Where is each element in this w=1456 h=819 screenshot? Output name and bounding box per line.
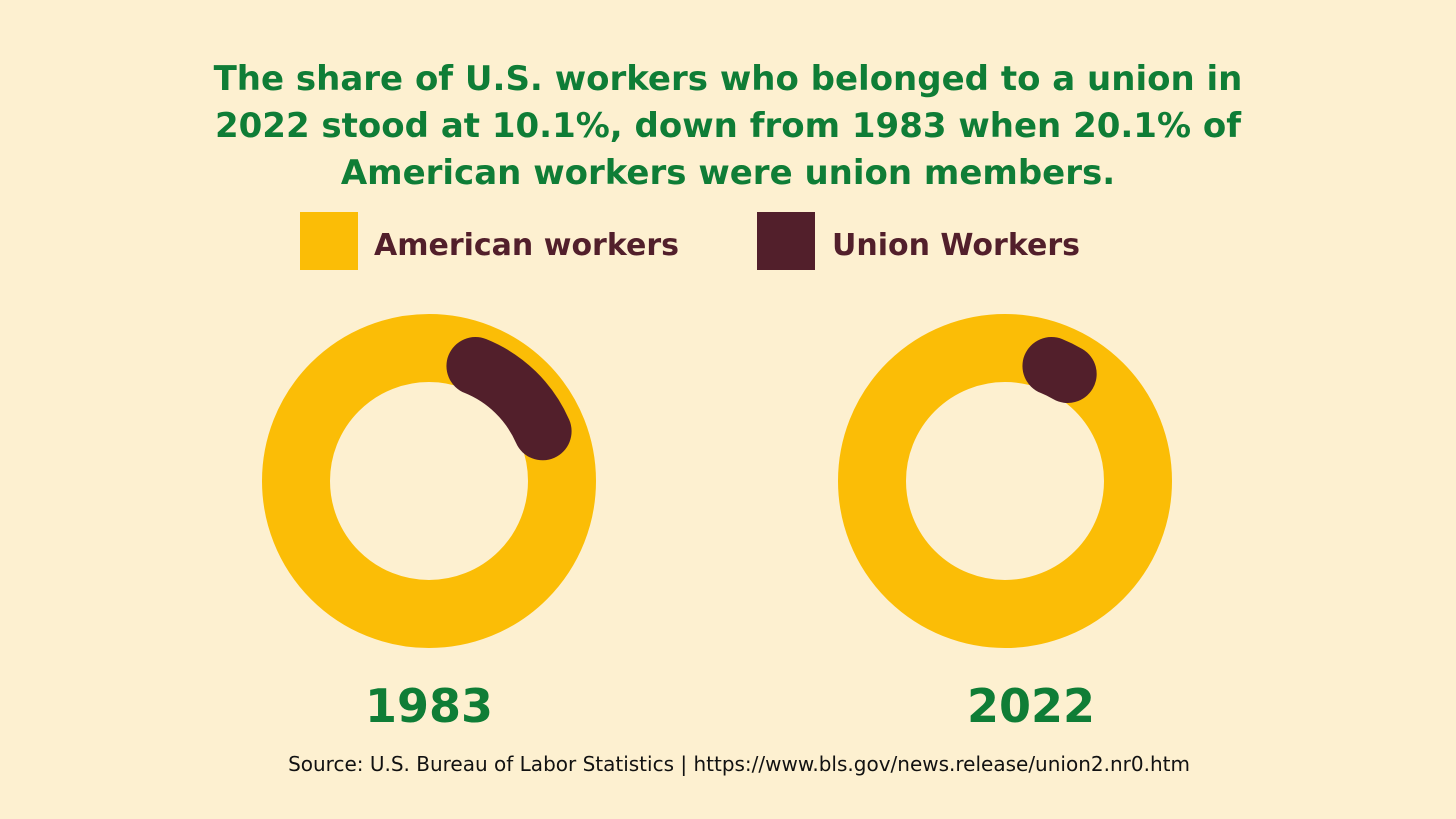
- chart-title: The share of U.S. workers who belonged t…: [213, 59, 1243, 193]
- legend-label-union-workers: Union Workers: [832, 228, 1080, 263]
- donut-chart-1983: 1983: [262, 314, 596, 733]
- donut-ring-american-workers-1983: [262, 314, 596, 648]
- donut-arc-union-workers-1983: [446, 337, 572, 461]
- donut-arc-union-workers-2022: [1022, 337, 1097, 403]
- legend-label-american-workers: American workers: [374, 228, 679, 263]
- year-label-1983: 1983: [365, 679, 493, 733]
- year-label-2022: 2022: [967, 679, 1095, 733]
- legend-swatch-american-workers: [300, 212, 358, 270]
- donut-chart-2022: 2022: [838, 314, 1172, 733]
- donut-ring-american-workers-2022: [838, 314, 1172, 648]
- legend-swatch-union-workers: [757, 212, 815, 270]
- source-note: Source: U.S. Bureau of Labor Statistics …: [288, 752, 1190, 776]
